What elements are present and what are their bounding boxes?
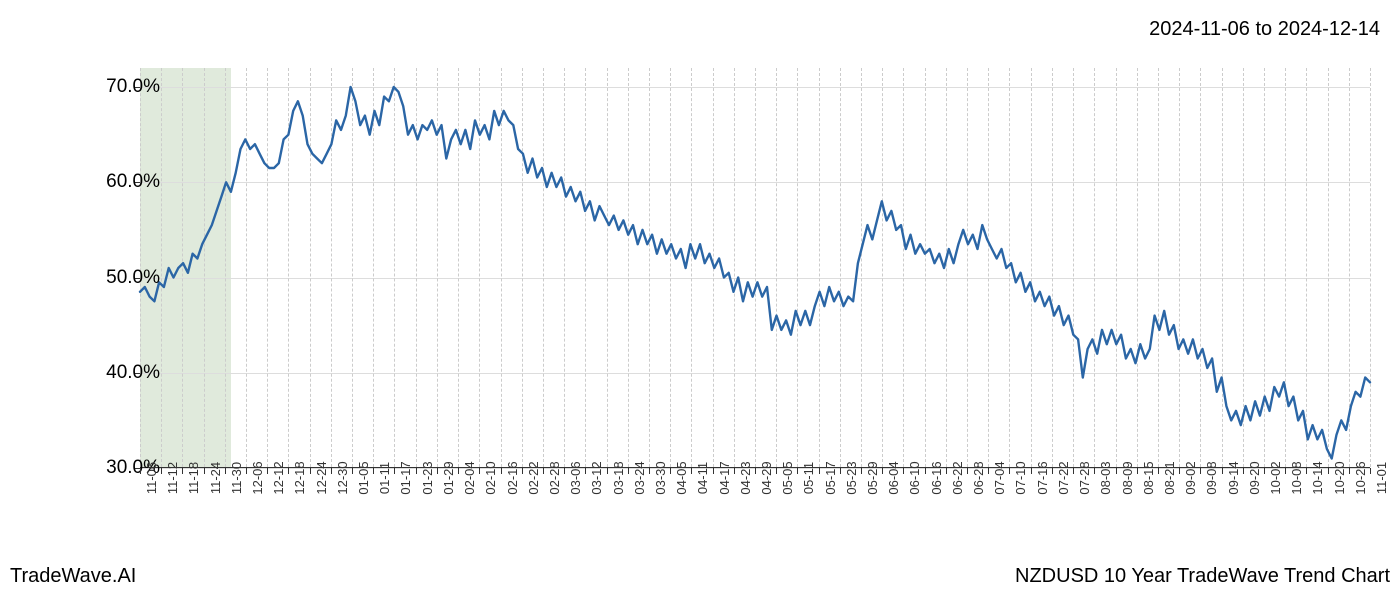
x-tick-label: 01-11	[377, 462, 392, 494]
y-tick-label: 60.0%	[70, 171, 160, 193]
y-tick-label: 40.0%	[70, 362, 160, 384]
x-tick-label: 09-02	[1183, 461, 1198, 494]
x-tick-label: 10-20	[1332, 461, 1347, 494]
x-tick-label: 11-06	[144, 462, 159, 494]
x-tick-label: 03-24	[632, 461, 647, 494]
x-tick-label: 02-28	[547, 461, 562, 494]
x-tick-label: 12-18	[292, 461, 307, 494]
x-tick-label: 04-05	[674, 461, 689, 494]
x-tick-label: 12-06	[250, 461, 265, 494]
x-tick-label: 11-18	[186, 462, 201, 494]
x-tick-label: 10-08	[1289, 461, 1304, 494]
x-tick-label: 05-29	[865, 461, 880, 494]
x-tick-label: 04-29	[759, 461, 774, 494]
x-tick-label: 05-23	[844, 461, 859, 494]
x-tick-label: 02-22	[526, 461, 541, 494]
x-tick-label: 06-16	[929, 461, 944, 494]
x-tick-label: 02-10	[483, 461, 498, 494]
x-tick-label: 12-30	[335, 461, 350, 494]
x-tick-label: 06-10	[907, 461, 922, 494]
chart-plot-area	[140, 68, 1370, 468]
x-tick-label: 06-28	[971, 461, 986, 494]
x-tick-label: 01-23	[420, 461, 435, 494]
x-tick-label: 12-12	[271, 461, 286, 494]
x-tick-label: 09-08	[1204, 461, 1219, 494]
date-range-label: 2024-11-06 to 2024-12-14	[1149, 18, 1380, 41]
x-tick-label: 02-04	[462, 461, 477, 494]
x-tick-label: 05-11	[801, 462, 816, 494]
x-tick-label: 08-09	[1120, 461, 1135, 494]
x-tick-label: 11-30	[229, 462, 244, 494]
chart-caption: NZDUSD 10 Year TradeWave Trend Chart	[1015, 565, 1390, 588]
x-tick-label: 05-17	[823, 461, 838, 494]
x-tick-label: 04-23	[738, 461, 753, 494]
x-tick-label: 06-22	[950, 461, 965, 494]
x-tick-label: 04-11	[695, 462, 710, 494]
x-tick-label: 08-21	[1162, 461, 1177, 494]
x-tick-label: 10-14	[1310, 461, 1325, 494]
x-tick-label: 03-12	[589, 461, 604, 494]
brand-label: TradeWave.AI	[10, 565, 136, 588]
x-tick-label: 05-05	[780, 461, 795, 494]
x-tick-label: 02-16	[505, 461, 520, 494]
x-tick-label: 03-06	[568, 461, 583, 494]
x-tick-label: 07-28	[1077, 461, 1092, 494]
line-series	[140, 68, 1370, 467]
x-tick-label: 04-17	[717, 461, 732, 494]
x-tick-label: 07-22	[1056, 461, 1071, 494]
x-tick-label: 09-14	[1226, 461, 1241, 494]
x-tick-label: 11-01	[1374, 462, 1389, 494]
x-tick-label: 06-04	[886, 461, 901, 494]
x-tick-label: 10-26	[1353, 461, 1368, 494]
x-tick-label: 07-04	[992, 461, 1007, 494]
x-tick-label: 10-02	[1268, 461, 1283, 494]
x-tick-label: 07-10	[1013, 461, 1028, 494]
x-tick-label: 03-18	[611, 461, 626, 494]
x-tick-label: 11-24	[208, 462, 223, 494]
x-tick-label: 01-17	[398, 461, 413, 494]
x-tick-label: 01-29	[441, 461, 456, 494]
x-tick-label: 08-15	[1141, 461, 1156, 494]
x-tick-label: 09-20	[1247, 461, 1262, 494]
x-tick-label: 07-16	[1035, 461, 1050, 494]
x-tick-label: 08-03	[1098, 461, 1113, 494]
y-tick-label: 50.0%	[70, 267, 160, 289]
x-tick-label: 12-24	[314, 461, 329, 494]
x-tick-label: 11-12	[165, 462, 180, 494]
y-tick-label: 70.0%	[70, 76, 160, 98]
x-tick-label: 01-05	[356, 461, 371, 494]
x-tick-label: 03-30	[653, 461, 668, 494]
